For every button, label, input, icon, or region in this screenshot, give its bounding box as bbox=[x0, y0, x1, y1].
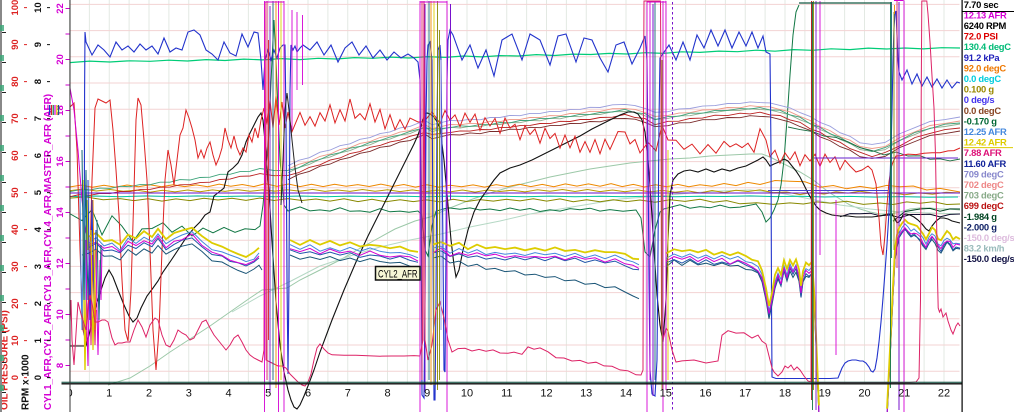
svg-text:12.42 AFR: 12.42 AFR bbox=[964, 137, 1007, 148]
svg-text:17: 17 bbox=[739, 388, 751, 400]
svg-text:2: 2 bbox=[33, 301, 44, 306]
svg-text:1: 1 bbox=[106, 388, 112, 400]
svg-text:0.0 degC: 0.0 degC bbox=[964, 73, 1002, 84]
svg-text:16: 16 bbox=[55, 156, 66, 167]
svg-text:20: 20 bbox=[858, 388, 870, 400]
svg-text:21: 21 bbox=[898, 388, 910, 400]
svg-text:13: 13 bbox=[580, 388, 592, 400]
svg-text:72.0 PSI: 72.0 PSI bbox=[964, 31, 998, 42]
svg-text:92.0 degC: 92.0 degC bbox=[964, 62, 1007, 73]
svg-text:12.13 AFR: 12.13 AFR bbox=[964, 9, 1007, 20]
svg-text:709 degC: 709 degC bbox=[964, 168, 1004, 179]
svg-text:-0.170 g: -0.170 g bbox=[964, 115, 997, 126]
svg-text:83.2 km/h: 83.2 km/h bbox=[964, 243, 1005, 254]
svg-text:16: 16 bbox=[699, 388, 711, 400]
svg-text:RPM x 1000: RPM x 1000 bbox=[21, 354, 32, 410]
svg-text:15: 15 bbox=[660, 388, 672, 400]
svg-text:OIL PRESSURE (PSI): OIL PRESSURE (PSI) bbox=[0, 310, 11, 410]
svg-text:7.88 AFR: 7.88 AFR bbox=[964, 147, 1002, 158]
svg-text:702 degC: 702 degC bbox=[964, 179, 1004, 190]
svg-text:80: 80 bbox=[10, 76, 21, 87]
svg-text:4: 4 bbox=[225, 388, 231, 400]
svg-text:6: 6 bbox=[305, 388, 311, 400]
svg-text:-150.0 deg/s: -150.0 deg/s bbox=[964, 253, 1014, 264]
svg-text:6: 6 bbox=[33, 153, 44, 158]
svg-text:19: 19 bbox=[819, 388, 831, 400]
svg-text:130.4 degC: 130.4 degC bbox=[964, 41, 1011, 52]
svg-text:18: 18 bbox=[779, 388, 791, 400]
svg-text:100: 100 bbox=[10, 0, 21, 16]
svg-text:50: 50 bbox=[10, 187, 21, 198]
svg-text:18: 18 bbox=[55, 105, 66, 116]
svg-text:0 deg/s: 0 deg/s bbox=[964, 94, 995, 105]
svg-text:12: 12 bbox=[540, 388, 552, 400]
svg-text:14: 14 bbox=[620, 388, 632, 400]
svg-text:8: 8 bbox=[33, 79, 44, 84]
svg-text:70: 70 bbox=[10, 113, 21, 124]
svg-text:3: 3 bbox=[186, 388, 192, 400]
svg-text:6240 RPM: 6240 RPM bbox=[964, 20, 1007, 31]
svg-text:14: 14 bbox=[55, 207, 66, 218]
svg-text:-1.984 g: -1.984 g bbox=[964, 211, 997, 222]
svg-text:22: 22 bbox=[938, 388, 950, 400]
svg-text:CYL2_AFR: CYL2_AFR bbox=[378, 268, 418, 280]
svg-text:5: 5 bbox=[33, 189, 44, 195]
svg-text:7: 7 bbox=[345, 388, 351, 400]
svg-text:3: 3 bbox=[33, 264, 44, 269]
svg-text:2: 2 bbox=[146, 388, 152, 400]
svg-text:91.2 kPa: 91.2 kPa bbox=[964, 52, 1001, 63]
svg-text:0.100 g: 0.100 g bbox=[964, 84, 995, 95]
svg-text:7.70 sec: 7.70 sec bbox=[964, 0, 999, 10]
svg-text:0.0 degC: 0.0 degC bbox=[964, 105, 1002, 116]
svg-text:CYL1_AFR,CYL2_AFR,CYL3_AFR,CYL: CYL1_AFR,CYL2_AFR,CYL3_AFR,CYL4_AFR,MAST… bbox=[43, 94, 54, 410]
svg-text:0: 0 bbox=[33, 375, 44, 380]
svg-text:20: 20 bbox=[10, 298, 21, 309]
svg-text:12.25 AFR: 12.25 AFR bbox=[964, 126, 1007, 137]
svg-text:22: 22 bbox=[55, 3, 66, 14]
svg-text:0: 0 bbox=[66, 388, 72, 400]
svg-text:60: 60 bbox=[10, 150, 21, 161]
svg-text:11.60 AFR: 11.60 AFR bbox=[964, 158, 1007, 169]
svg-text:8: 8 bbox=[384, 388, 390, 400]
svg-text:9: 9 bbox=[424, 388, 430, 400]
svg-text:10: 10 bbox=[55, 309, 66, 320]
svg-text:9: 9 bbox=[33, 42, 44, 47]
svg-text:8: 8 bbox=[55, 363, 66, 368]
svg-text:0: 0 bbox=[10, 375, 21, 380]
svg-text:20: 20 bbox=[55, 54, 66, 65]
svg-text:10: 10 bbox=[461, 388, 473, 400]
svg-text:5: 5 bbox=[265, 388, 271, 400]
svg-text:7: 7 bbox=[33, 116, 44, 121]
svg-text:90: 90 bbox=[10, 39, 21, 50]
svg-text:-150.0 deg/s: -150.0 deg/s bbox=[964, 232, 1014, 243]
svg-text:40: 40 bbox=[10, 224, 21, 235]
svg-text:703 degC: 703 degC bbox=[964, 190, 1004, 201]
svg-text:30: 30 bbox=[10, 261, 21, 272]
svg-text:1: 1 bbox=[33, 337, 44, 343]
svg-text:10: 10 bbox=[10, 335, 21, 346]
svg-text:-2.000 g: -2.000 g bbox=[964, 221, 997, 232]
svg-text:10: 10 bbox=[33, 2, 44, 13]
svg-text:12: 12 bbox=[55, 258, 66, 269]
svg-text:11: 11 bbox=[501, 388, 512, 400]
svg-text:699 degC: 699 degC bbox=[964, 200, 1004, 211]
svg-text:4: 4 bbox=[33, 226, 44, 232]
